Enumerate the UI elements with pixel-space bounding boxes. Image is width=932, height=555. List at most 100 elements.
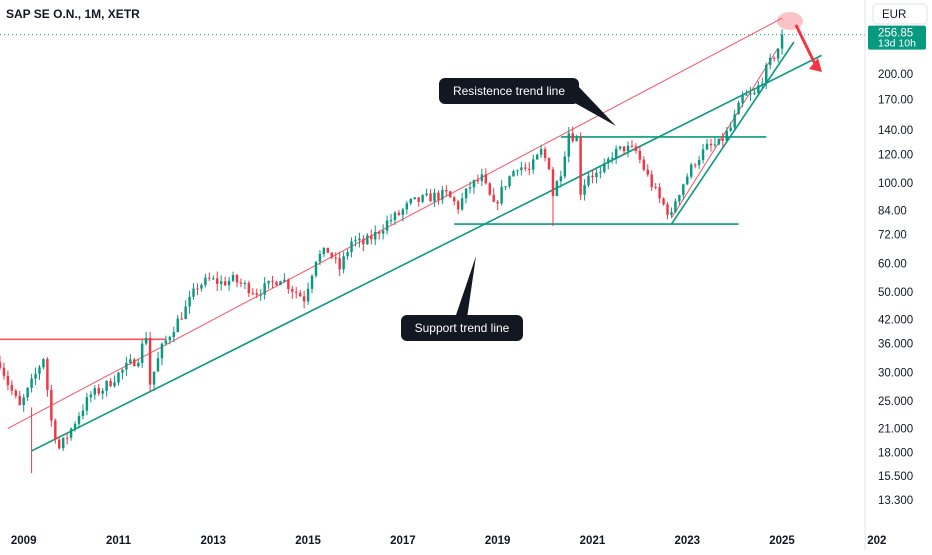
candle-body[interactable] — [780, 34, 784, 49]
candle-body[interactable] — [125, 362, 128, 370]
candle-body[interactable] — [152, 371, 156, 385]
candle-body[interactable] — [449, 191, 452, 198]
candle-body[interactable] — [429, 193, 432, 202]
candle-body[interactable] — [634, 146, 638, 151]
candle-body[interactable] — [73, 423, 77, 429]
candle-body[interactable] — [140, 343, 144, 363]
candle-body[interactable] — [693, 164, 697, 166]
candle-body[interactable] — [164, 340, 168, 344]
candle-body[interactable] — [370, 235, 373, 240]
currency-button[interactable]: EUR — [872, 3, 928, 25]
candle-body[interactable] — [421, 195, 424, 202]
candle-body[interactable] — [69, 428, 73, 438]
candle-body[interactable] — [374, 232, 377, 240]
candle-body[interactable] — [61, 437, 65, 449]
candle-body[interactable] — [622, 146, 626, 152]
candle-body[interactable] — [235, 275, 239, 283]
candle-body[interactable] — [342, 256, 345, 270]
candle-body[interactable] — [362, 238, 365, 245]
candle-body[interactable] — [559, 176, 563, 182]
candle-body[interactable] — [405, 203, 409, 210]
candle-body[interactable] — [97, 388, 100, 394]
candle-body[interactable] — [575, 137, 578, 142]
candle-body[interactable] — [413, 197, 416, 199]
candle-body[interactable] — [279, 281, 282, 286]
candle-body[interactable] — [603, 163, 606, 172]
candle-body[interactable] — [204, 277, 207, 285]
candle-body[interactable] — [247, 282, 251, 294]
candle-body[interactable] — [65, 437, 69, 439]
candle-body[interactable] — [330, 252, 334, 258]
candle-body[interactable] — [113, 382, 116, 387]
candle-body[interactable] — [496, 201, 499, 204]
candle-body[interactable] — [275, 281, 278, 286]
candle-body[interactable] — [642, 159, 646, 170]
candle-body[interactable] — [302, 296, 306, 302]
candle-body[interactable] — [200, 284, 203, 289]
candle-body[interactable] — [607, 158, 610, 164]
candle-body[interactable] — [259, 294, 262, 296]
candle-body[interactable] — [776, 48, 780, 59]
candle-body[interactable] — [310, 275, 314, 289]
candle-body[interactable] — [346, 252, 349, 257]
candle-body[interactable] — [85, 397, 89, 411]
candle-body[interactable] — [227, 280, 231, 286]
candle-body[interactable] — [745, 94, 748, 96]
candle-body[interactable] — [551, 169, 555, 196]
candle-body[interactable] — [188, 296, 191, 307]
candle-body[interactable] — [239, 282, 243, 284]
candle-body[interactable] — [516, 170, 519, 172]
candle-body[interactable] — [10, 385, 14, 391]
candle-body[interactable] — [89, 394, 93, 398]
candle-body[interactable] — [381, 230, 385, 234]
candle-body[interactable] — [504, 186, 507, 188]
candle-body[interactable] — [674, 201, 677, 213]
candle-body[interactable] — [682, 184, 685, 196]
candle-body[interactable] — [81, 410, 85, 416]
candle-body[interactable] — [425, 193, 428, 196]
candle-body[interactable] — [46, 359, 49, 390]
candle-body[interactable] — [117, 372, 120, 383]
candle-body[interactable] — [393, 212, 397, 221]
candle-body[interactable] — [626, 145, 630, 152]
candle-body[interactable] — [366, 235, 369, 245]
candle-body[interactable] — [326, 247, 330, 253]
candle-body[interactable] — [768, 57, 772, 65]
candle-body[interactable] — [263, 283, 266, 295]
candle-body[interactable] — [160, 343, 164, 359]
candle-body[interactable] — [137, 362, 140, 367]
candle-body[interactable] — [697, 159, 701, 166]
candle-body[interactable] — [456, 201, 460, 210]
candle-body[interactable] — [129, 359, 132, 363]
candle-body[interactable] — [298, 292, 302, 297]
candle-body[interactable] — [77, 415, 81, 424]
candle-body[interactable] — [614, 148, 618, 159]
candle-body[interactable] — [761, 83, 764, 86]
candle-body[interactable] — [417, 197, 420, 202]
candle-body[interactable] — [441, 189, 444, 200]
candle-body[interactable] — [531, 159, 535, 170]
candle-body[interactable] — [354, 240, 357, 242]
candle-body[interactable] — [646, 169, 649, 175]
candle-body[interactable] — [500, 186, 503, 204]
candle-body[interactable] — [464, 188, 468, 199]
candle-body[interactable] — [737, 102, 740, 115]
candle-body[interactable] — [338, 258, 341, 270]
candle-body[interactable] — [658, 187, 661, 199]
support-trend-line[interactable] — [31, 54, 822, 452]
candle-body[interactable] — [480, 174, 484, 181]
candle-body[interactable] — [377, 232, 381, 234]
candle-body[interactable] — [484, 174, 488, 184]
candle-body[interactable] — [445, 189, 448, 192]
candle-body[interactable] — [460, 198, 464, 210]
candle-body[interactable] — [670, 212, 673, 215]
candle-body[interactable] — [38, 367, 41, 374]
candle-body[interactable] — [314, 261, 318, 276]
candle-body[interactable] — [287, 279, 290, 289]
candle-body[interactable] — [539, 149, 543, 155]
candle-body[interactable] — [753, 92, 756, 94]
candle-body[interactable] — [555, 181, 559, 196]
candle-body[interactable] — [437, 192, 440, 200]
